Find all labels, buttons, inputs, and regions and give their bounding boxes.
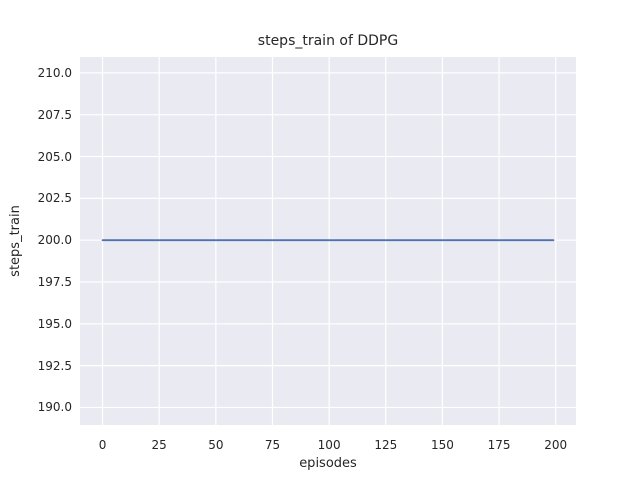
x-tick-label: 200	[544, 438, 568, 452]
x-tick-label: 100	[317, 438, 341, 452]
y-tick-label: 207.5	[37, 107, 72, 122]
x-tick-label: 125	[374, 438, 398, 452]
y-tick-label: 197.5	[37, 274, 72, 289]
chart-title: steps_train of DDPG	[257, 33, 399, 49]
x-tick-label: 175	[487, 438, 511, 452]
x-tick-label: 0	[98, 438, 107, 452]
y-tick-label: 195.0	[37, 316, 72, 331]
y-tick-label: 205.0	[37, 149, 72, 164]
y-tick-label: 192.5	[37, 358, 72, 373]
plot-svg	[80, 57, 576, 425]
y-tick-label: 200.0	[37, 233, 72, 248]
x-tick-label: 150	[430, 438, 454, 452]
plot-area	[80, 57, 576, 425]
y-tick-label: 190.0	[37, 400, 72, 415]
x-axis-label: episodes	[299, 456, 357, 471]
y-tick-label: 210.0	[37, 65, 72, 80]
x-tick-label: 75	[264, 438, 281, 452]
x-tick-label: 50	[208, 438, 224, 452]
x-tick-label: 25	[151, 438, 167, 452]
y-tick-label: 202.5	[37, 191, 72, 206]
